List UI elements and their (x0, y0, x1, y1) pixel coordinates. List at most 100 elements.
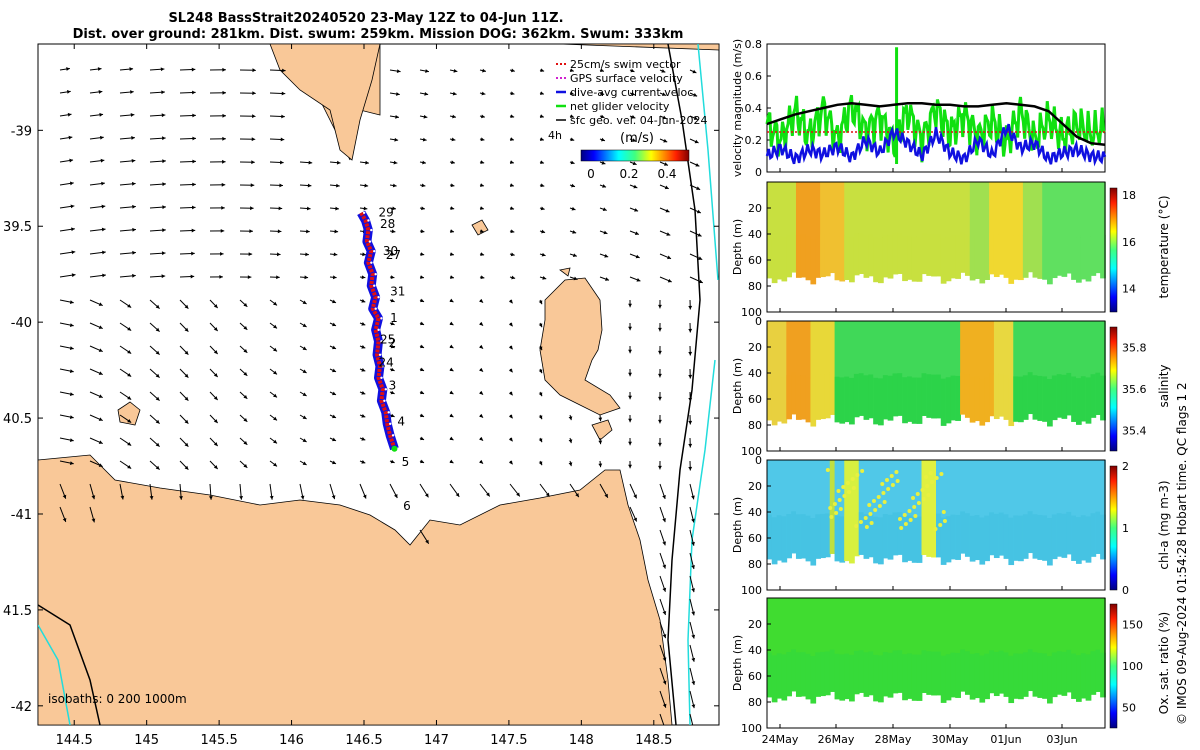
oxygen-y-tick: 40 (748, 644, 762, 657)
velocity-arrow-head (332, 391, 337, 396)
heatmap-cell (878, 598, 884, 703)
temperature-ylabel: Depth (m) (731, 219, 744, 275)
heatmap-cell (1095, 321, 1101, 415)
heatmap-cell (1003, 375, 1010, 420)
velocity-arrow-head (213, 350, 218, 354)
velocity-arrow-head (510, 68, 515, 73)
heatmap-cell (858, 373, 865, 416)
velocity-arrow-head (155, 419, 160, 424)
heatmap-cell (931, 321, 937, 419)
heatmap-cell (839, 516, 846, 563)
velocity-arrow-head (362, 252, 366, 257)
heatmap-cell (1032, 321, 1039, 420)
heatmap-cell (1018, 235, 1024, 281)
velocity-arrow-head (279, 183, 283, 188)
velocity-arrow-head (273, 416, 278, 421)
map-x-tick-label: 144.5 (56, 733, 93, 748)
time-x-tick: 26May (818, 733, 855, 746)
heatmap-cell (1080, 182, 1087, 280)
heatmap-cell (1095, 598, 1101, 692)
heatmap-cell (1066, 232, 1072, 274)
chl-a-y-tick: 60 (748, 532, 762, 545)
velocity-y-tick: 0.4 (745, 102, 763, 115)
heatmap-cell (931, 598, 937, 696)
map-y-tick-label: 41.5 (3, 604, 32, 619)
heatmap-cell (974, 515, 981, 561)
velocity-arrow-head (101, 181, 105, 186)
velocity-arrow-head (600, 137, 605, 142)
heatmap-cell (844, 182, 850, 280)
heatmap-cell (1042, 653, 1048, 699)
heatmap-cell (1047, 379, 1053, 427)
heatmap-cell (795, 375, 802, 420)
oxygen-y-tick: 20 (748, 618, 762, 631)
heatmap-cell (1095, 649, 1101, 692)
heatmap-cell (989, 373, 995, 417)
heatmap-cell (776, 376, 783, 422)
velocity-arrow-head (667, 278, 672, 283)
heatmap-cell (926, 321, 932, 418)
velocity-arrow-head (251, 137, 256, 142)
velocity-arrow-head (192, 113, 196, 118)
velocity-arrow-head (692, 69, 697, 74)
heatmap-cell (907, 321, 913, 422)
chl-point (855, 473, 860, 477)
heatmap-cell (921, 598, 928, 693)
heatmap-cell (1071, 182, 1077, 280)
heatmap-cell (984, 653, 990, 700)
chl-point (913, 514, 918, 518)
chl-point (882, 500, 887, 504)
velocity-arrow-head (280, 160, 284, 165)
heatmap-cell (815, 460, 821, 559)
heatmap-cell (805, 653, 812, 700)
velocity-arrow-head (69, 158, 74, 163)
velocity-arrow-head (510, 206, 515, 211)
heatmap-cell (844, 515, 850, 562)
velocity-arrow-head (451, 137, 456, 142)
heatmap-cell (1085, 321, 1092, 424)
heatmap-cell (950, 460, 957, 560)
heatmap-cell (849, 237, 855, 283)
heatmap-cell (984, 235, 990, 280)
heatmap-cell (849, 377, 855, 425)
heatmap-cell (829, 511, 836, 554)
chl-point (902, 513, 907, 517)
heatmap-cell (853, 373, 860, 418)
velocity-arrow-head (665, 208, 670, 213)
velocity-arrow-head (604, 253, 609, 258)
heatmap-cell (824, 374, 831, 419)
heatmap-cell (993, 651, 1000, 697)
heatmap-cell (969, 653, 976, 700)
heatmap-cell (1080, 376, 1087, 422)
velocity-arrow-head (243, 349, 248, 353)
heatmap-cell (767, 652, 773, 698)
velocity-arrow-head (222, 67, 226, 72)
velocity-arrow-head (688, 443, 693, 448)
velocity-arrow-head (273, 324, 278, 329)
sfc-geo-velocity-line (766, 101, 1106, 147)
track-point (391, 434, 395, 437)
heatmap-cell (897, 321, 903, 416)
velocity-arrow-head (449, 390, 454, 395)
land-wilsons-prom (269, 44, 381, 161)
heatmap-cell (1027, 649, 1034, 692)
heatmap-cell (979, 321, 986, 426)
velocity-arrow-head (98, 417, 103, 421)
velocity-arrow-head (69, 181, 74, 186)
velocity-arrow-head (98, 302, 103, 306)
velocity-arrow-head (667, 255, 672, 260)
heatmap-cell (863, 375, 870, 420)
heatmap-cell (820, 460, 826, 559)
velocity-arrow-head (662, 657, 667, 662)
velocity-arrow-head (697, 233, 702, 237)
heatmap-cell (974, 653, 981, 699)
velocity-arrow-head (269, 495, 274, 500)
velocity-arrow-head (192, 159, 196, 164)
heatmap-cell (1008, 460, 1015, 566)
track-point (388, 422, 392, 426)
heatmap-cell (1095, 460, 1101, 554)
chl-point (941, 510, 946, 514)
velocity-arrow-head (661, 92, 666, 96)
velocity-arrow-head (390, 367, 395, 372)
